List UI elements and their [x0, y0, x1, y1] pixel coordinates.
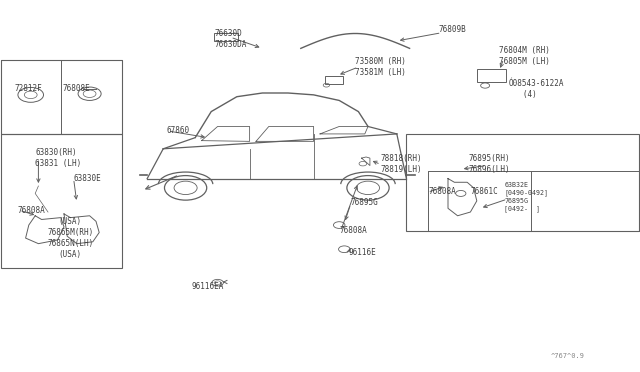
Text: 76895(RH)
76896(LH): 76895(RH) 76896(LH)	[468, 154, 511, 174]
Text: 76895G: 76895G	[351, 198, 378, 207]
Text: 76809B: 76809B	[438, 25, 466, 34]
Text: 78818(RH)
78819(LH): 78818(RH) 78819(LH)	[381, 154, 422, 174]
Text: 76861C: 76861C	[470, 187, 498, 196]
Bar	[531, 171, 639, 231]
Bar	[477, 69, 506, 82]
Bar	[1, 60, 61, 134]
Bar	[61, 60, 122, 134]
Text: 76804M (RH)
76805M (LH): 76804M (RH) 76805M (LH)	[499, 46, 550, 66]
Text: 63B32E
[0490-0492]
76895G
[0492-  ]: 63B32E [0490-0492] 76895G [0492- ]	[504, 182, 548, 212]
Text: 63830E: 63830E	[74, 174, 101, 183]
Text: 76808A: 76808A	[339, 226, 367, 235]
Text: 76808A: 76808A	[429, 187, 456, 196]
Bar	[1, 60, 122, 134]
Text: 72812F: 72812F	[15, 84, 43, 93]
Text: 76630D
76630DA: 76630D 76630DA	[214, 29, 247, 49]
Text: (USA)
76865M(RH)
76865N(LH)
(USA): (USA) 76865M(RH) 76865N(LH) (USA)	[47, 217, 93, 259]
Text: ^767^0.9: ^767^0.9	[550, 353, 584, 359]
Bar	[325, 76, 343, 84]
Bar	[428, 171, 531, 231]
Text: 76808A: 76808A	[18, 206, 45, 215]
Bar	[214, 33, 238, 41]
Bar	[1, 134, 122, 268]
Text: 96116E: 96116E	[349, 248, 376, 257]
Text: 67860: 67860	[166, 126, 189, 135]
Text: 73580M (RH)
73581M (LH): 73580M (RH) 73581M (LH)	[355, 57, 406, 77]
Text: 96116EA: 96116EA	[192, 282, 225, 291]
Text: Ó08543-6122A
   (4): Ó08543-6122A (4)	[509, 79, 564, 99]
Bar	[406, 134, 639, 231]
Text: 63830(RH)
63831 (LH): 63830(RH) 63831 (LH)	[35, 148, 81, 168]
Bar	[428, 171, 639, 231]
Text: 76808E: 76808E	[63, 84, 91, 93]
